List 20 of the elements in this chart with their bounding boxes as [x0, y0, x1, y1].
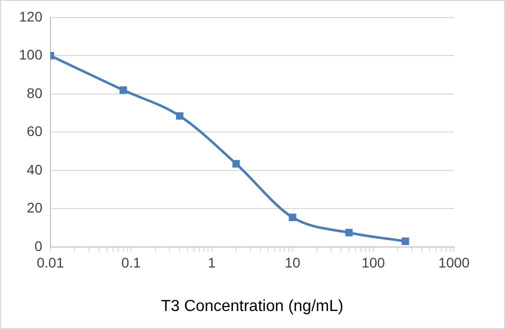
y-tick-label: 80 [26, 84, 43, 101]
x-tick-label: 0.01 [36, 254, 64, 270]
point [232, 160, 240, 168]
x-tick-label: 10 [284, 254, 301, 270]
x-axis-title: T3 Concentration (ng/mL) [161, 298, 344, 315]
y-tick-label: 40 [26, 161, 43, 178]
x-tick-label: 1 [208, 254, 216, 270]
point [402, 238, 410, 245]
y-tick-label: 0 [34, 238, 43, 254]
point [345, 228, 353, 236]
y-tick-label: 20 [26, 200, 43, 216]
x-tick-label: 1000 [438, 254, 470, 270]
point [288, 214, 296, 222]
point [120, 86, 127, 94]
y-tick-label: 120 [19, 8, 43, 24]
x-tick-label: 0.1 [121, 254, 142, 270]
y-tick-label: 60 [26, 123, 43, 140]
x-tick-label: 100 [362, 254, 386, 270]
point [176, 112, 184, 120]
y-tick-label: 100 [19, 46, 43, 63]
